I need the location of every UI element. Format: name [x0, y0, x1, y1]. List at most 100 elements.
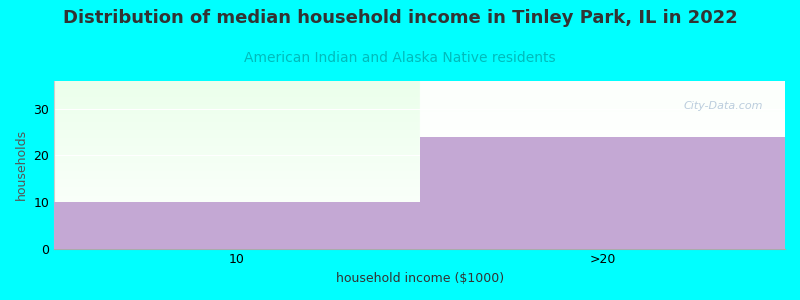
Bar [54, 117, 420, 118]
Bar [54, 83, 420, 84]
Bar [54, 113, 420, 114]
Bar [420, 138, 785, 139]
Bar [54, 231, 420, 232]
Bar [54, 127, 420, 128]
Bar [420, 178, 785, 179]
Bar [420, 93, 785, 94]
Bar [420, 130, 785, 131]
Bar [420, 240, 785, 241]
Bar [420, 91, 785, 92]
Bar [420, 187, 785, 188]
Bar [420, 117, 785, 118]
Bar [54, 219, 420, 220]
Bar [420, 236, 785, 237]
Bar [54, 104, 420, 105]
Bar [54, 108, 420, 109]
Bar [54, 178, 420, 179]
Text: City-Data.com: City-Data.com [683, 101, 763, 111]
Bar [420, 136, 785, 137]
Bar [420, 89, 785, 90]
Bar [420, 96, 785, 97]
Bar [54, 114, 420, 115]
Bar [420, 150, 785, 151]
Bar [420, 164, 785, 165]
Bar [54, 125, 420, 126]
Bar [54, 115, 420, 116]
Bar [420, 152, 785, 153]
Bar [420, 105, 785, 106]
Bar [54, 112, 420, 113]
Bar [54, 81, 420, 82]
Bar [54, 215, 420, 216]
Bar [54, 136, 420, 137]
Bar [54, 237, 420, 238]
Bar [420, 205, 785, 206]
Bar [420, 147, 785, 148]
Bar [54, 235, 420, 236]
Bar [54, 128, 420, 129]
Bar [54, 201, 420, 202]
Bar [54, 152, 420, 153]
Bar [54, 217, 420, 218]
Bar [420, 188, 785, 189]
Bar [420, 190, 785, 191]
Bar [54, 160, 420, 161]
Bar [54, 159, 420, 160]
Bar [420, 177, 785, 178]
Bar [420, 86, 785, 87]
Bar [54, 186, 420, 187]
Bar [54, 145, 420, 146]
Bar [420, 104, 785, 105]
Bar [54, 135, 420, 136]
Bar [420, 242, 785, 243]
Bar [420, 92, 785, 93]
Bar [54, 172, 420, 173]
Bar [54, 198, 420, 199]
Bar [54, 137, 420, 138]
Bar [54, 202, 420, 203]
Bar [54, 149, 420, 150]
Bar [54, 99, 420, 100]
Bar [54, 140, 420, 141]
Bar [420, 226, 785, 227]
Bar [54, 106, 420, 107]
Bar [54, 193, 420, 194]
Bar [54, 146, 420, 147]
Bar [420, 181, 785, 182]
Bar [54, 225, 420, 226]
Bar [420, 208, 785, 209]
Bar [54, 222, 420, 223]
Bar [420, 94, 785, 95]
Bar [54, 197, 420, 198]
Bar [54, 228, 420, 229]
Bar [420, 148, 785, 149]
Bar [54, 166, 420, 167]
Bar [54, 107, 420, 108]
Bar [420, 153, 785, 154]
Bar [420, 128, 785, 129]
Bar [420, 171, 785, 172]
Bar [420, 223, 785, 224]
Y-axis label: households: households [15, 129, 28, 200]
Bar [420, 227, 785, 228]
Bar [420, 219, 785, 220]
Bar [54, 139, 420, 140]
Bar [420, 114, 785, 115]
Bar [54, 105, 420, 106]
Bar [420, 247, 785, 248]
Bar [54, 185, 420, 186]
Bar [54, 220, 420, 221]
Bar [420, 137, 785, 249]
Bar [420, 233, 785, 234]
Bar [54, 101, 420, 102]
Bar [420, 170, 785, 171]
Bar [54, 212, 420, 213]
Bar [54, 229, 420, 230]
Bar [420, 151, 785, 152]
Bar [54, 203, 420, 204]
Text: American Indian and Alaska Native residents: American Indian and Alaska Native reside… [244, 51, 556, 65]
Bar [54, 211, 420, 212]
Bar [54, 100, 420, 101]
Bar [420, 189, 785, 190]
Bar [420, 176, 785, 177]
